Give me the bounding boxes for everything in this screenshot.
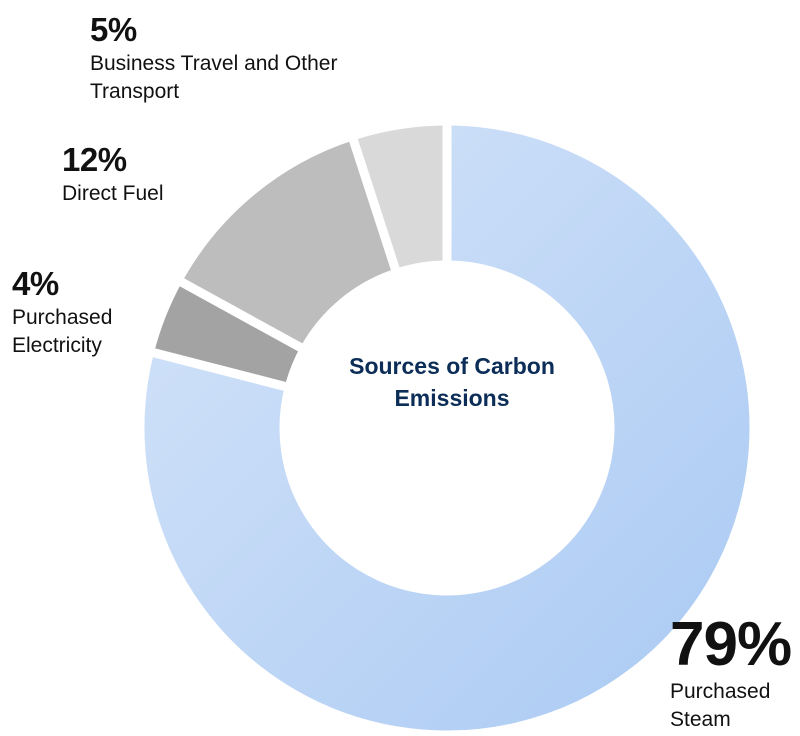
slice-label-direct-fuel: 12% Direct Fuel — [62, 140, 164, 208]
slice-name-purchased-electricity: Purchased Electricity — [12, 306, 113, 357]
slice-purchased-steam — [135, 116, 759, 736]
slice-name-purchased-steam: Purchased Steam — [670, 680, 771, 731]
slice-label-business-travel: 5% Business Travel and Other Transport — [90, 10, 340, 106]
slice-label-purchased-steam: 79% Purchased Steam — [670, 612, 795, 734]
slice-value-direct-fuel: 12% — [62, 141, 127, 178]
chart-center-title: Sources of Carbon Emissions — [349, 353, 555, 411]
slice-value-business-travel: 5% — [90, 11, 137, 48]
slice-business-travel-and-other-transport — [346, 116, 452, 279]
slice-name-business-travel: Business Travel and Other Transport — [90, 52, 338, 103]
slice-name-direct-fuel: Direct Fuel — [62, 182, 164, 205]
slice-label-purchased-electricity: 4% Purchased Electricity — [12, 264, 152, 360]
slice-value-purchased-steam: 79% — [670, 610, 792, 679]
slice-value-purchased-electricity: 4% — [12, 265, 59, 302]
